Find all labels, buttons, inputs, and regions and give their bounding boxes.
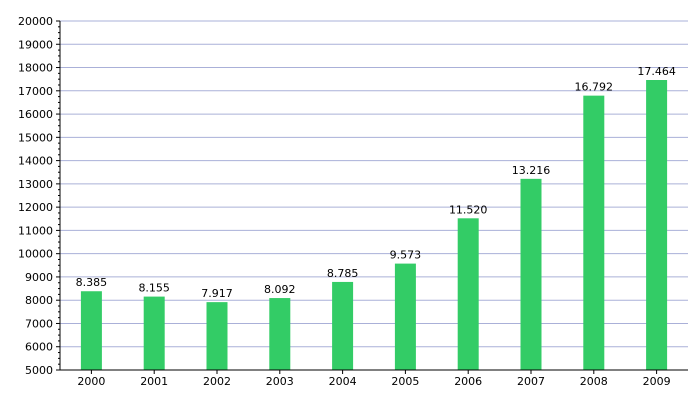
x-tick-label-2001: 2001 [140, 375, 168, 388]
bar-2002 [206, 302, 228, 370]
x-tick-label-2008: 2008 [580, 375, 608, 388]
y-tick-label: 20000 [18, 15, 53, 28]
data-label-2003: 8.092 [264, 283, 296, 296]
data-label-2007: 13.216 [512, 164, 551, 177]
axes: 5000 6000 7000 8000 9000 10000 11000 12000 13000… [18, 15, 688, 388]
y-tick-label: 6000 [25, 341, 53, 354]
bar-2006 [457, 218, 479, 370]
data-label-2001: 8.155 [138, 282, 170, 295]
bar-2004 [332, 281, 354, 370]
data-label-2000: 8.385 [76, 276, 108, 289]
bar-2003 [269, 298, 291, 370]
bar-2008 [583, 95, 605, 370]
y-tick-label: 11000 [18, 224, 53, 237]
y-tick-label: 19000 [18, 38, 53, 51]
data-label-2006: 11.520 [449, 203, 488, 216]
y-tick-label: 18000 [18, 62, 53, 75]
y-tick-label: 17000 [18, 85, 53, 98]
y-tick-label: 9000 [25, 271, 53, 284]
bar-2000 [80, 291, 102, 370]
data-label-2002: 7.917 [201, 287, 233, 300]
bar-2005 [394, 263, 416, 370]
y-tick-label: 14000 [18, 155, 53, 168]
y-tick-label: 13000 [18, 178, 53, 191]
data-label-2004: 8.785 [327, 267, 359, 280]
data-label-2008: 16.792 [575, 81, 614, 94]
y-tick-label: 15000 [18, 131, 53, 144]
y-tick-label: 7000 [25, 317, 53, 330]
bar-2001 [143, 296, 165, 370]
bar-2009 [646, 80, 668, 370]
x-tick-label-2000: 2000 [77, 375, 105, 388]
data-label-2005: 9.573 [390, 249, 422, 262]
y-tick-label: 8000 [25, 294, 53, 307]
data-labels: 8.385 8.155 7.917 8.092 8.785 9.573 11.520 13.2… [76, 65, 676, 300]
x-tick-label-2009: 2009 [643, 375, 671, 388]
x-tick-label-2003: 2003 [266, 375, 294, 388]
bars [80, 80, 668, 370]
gridlines [60, 20, 688, 348]
bar-2007 [520, 178, 542, 370]
y-tick-label: 16000 [18, 108, 53, 121]
data-label-2009: 17.464 [637, 65, 676, 78]
y-tick-label: 12000 [18, 201, 53, 214]
y-tick-label: 10000 [18, 248, 53, 261]
x-tick-label-2004: 2004 [329, 375, 357, 388]
x-tick-label-2002: 2002 [203, 375, 231, 388]
y-tick-label: 5000 [25, 364, 53, 377]
x-tick-label-2007: 2007 [517, 375, 545, 388]
x-tick-label-2006: 2006 [454, 375, 482, 388]
x-tick-label-2005: 2005 [391, 375, 419, 388]
